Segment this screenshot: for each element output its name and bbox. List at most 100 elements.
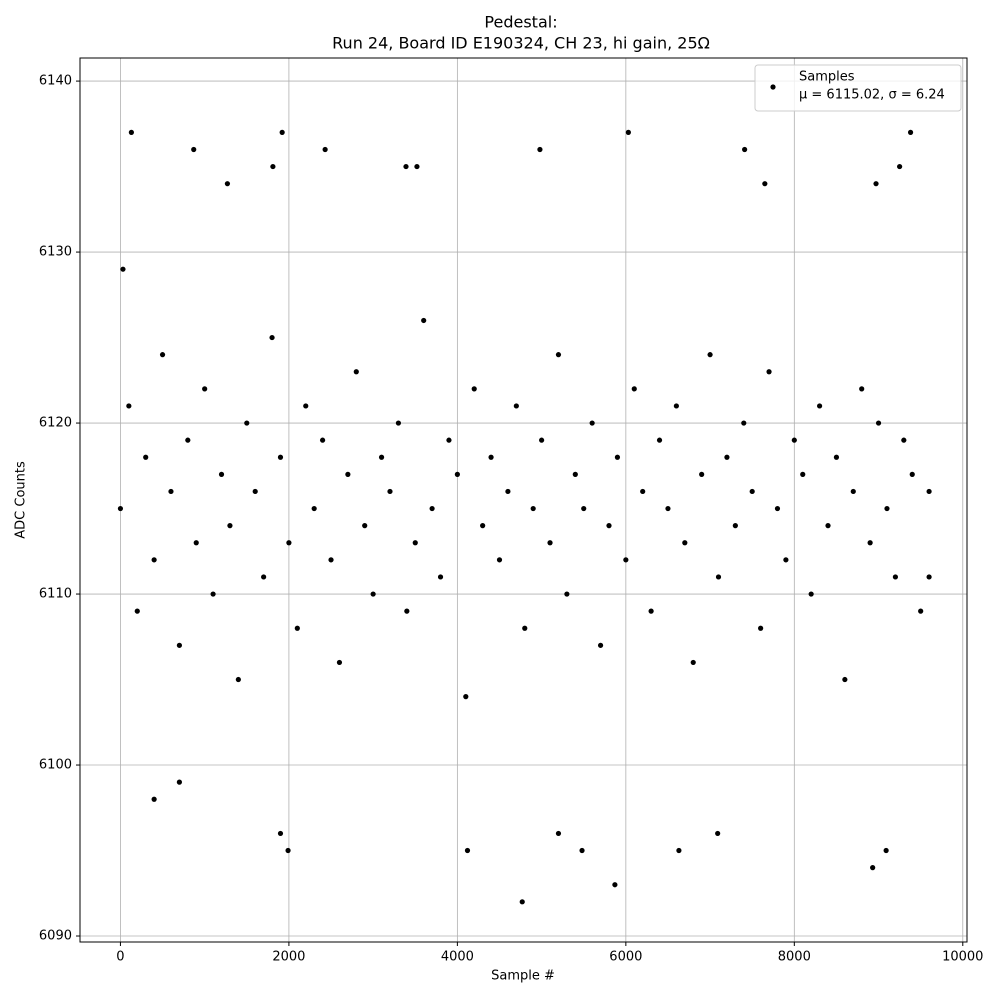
point (294, 625, 300, 631)
point (625, 129, 631, 135)
point (907, 129, 914, 135)
point (378, 454, 385, 460)
point (522, 625, 528, 631)
point (749, 488, 755, 495)
point (572, 471, 578, 477)
point (191, 146, 197, 153)
point (699, 471, 705, 477)
point (488, 454, 494, 460)
point (126, 403, 132, 409)
point (597, 642, 604, 648)
point (606, 523, 612, 529)
point (143, 454, 149, 460)
point (279, 129, 285, 135)
point (783, 557, 789, 563)
point (766, 369, 772, 375)
plot-area: 0 2000 4000 6000 8000 10000 6090 6100 6110 6120 61… (39, 57, 983, 965)
point (446, 437, 452, 443)
point (926, 488, 932, 495)
point (319, 437, 326, 443)
point (581, 505, 587, 512)
legend: Samples μ = 6115.02, σ = 6.24 (754, 64, 962, 112)
point (303, 403, 309, 409)
point (612, 882, 618, 888)
point (724, 454, 730, 460)
point (345, 471, 351, 477)
point (471, 386, 477, 392)
point (395, 420, 402, 426)
point (261, 574, 267, 580)
point (336, 659, 343, 666)
point (873, 181, 879, 187)
point (732, 523, 738, 529)
point (555, 830, 562, 837)
point (758, 625, 764, 631)
y-tick-label: 6100 (39, 758, 72, 773)
point (286, 540, 292, 546)
point (429, 505, 435, 512)
point (285, 847, 291, 854)
y-tick-label: 6120 (39, 416, 72, 431)
point (270, 163, 276, 170)
point (387, 488, 393, 495)
point (210, 591, 216, 597)
point (159, 352, 166, 358)
legend-label: Samples (799, 70, 855, 85)
point (151, 557, 157, 563)
legend-annotation: μ = 6115.02, σ = 6.24 (799, 88, 945, 103)
point (252, 488, 258, 495)
point (151, 796, 157, 802)
point (193, 540, 199, 546)
x-axis-label: Sample # (491, 969, 555, 984)
point (918, 608, 924, 614)
point (656, 437, 663, 443)
point (120, 266, 126, 272)
point (218, 471, 225, 477)
point (867, 540, 873, 546)
point (414, 163, 420, 170)
point (128, 129, 134, 135)
point (884, 505, 890, 512)
point (202, 386, 208, 392)
y-tick-label: 6110 (39, 587, 72, 602)
axes-frame (79, 57, 968, 943)
point (463, 694, 469, 700)
point (530, 505, 536, 512)
point (715, 574, 722, 580)
point (791, 437, 797, 443)
point (362, 523, 368, 529)
y-tick-label: 6090 (39, 929, 72, 944)
x-tick-label: 2000 (272, 950, 305, 965)
point (269, 334, 275, 341)
point (176, 779, 182, 785)
point (800, 471, 806, 477)
point (311, 505, 317, 512)
point (707, 352, 713, 358)
chart-title: Pedestal: (484, 13, 557, 32)
point (176, 642, 182, 648)
x-tick-label: 10000 (942, 950, 983, 965)
point (774, 505, 781, 512)
point (564, 591, 570, 597)
point (421, 317, 427, 324)
point (454, 471, 460, 477)
legend-marker (770, 84, 776, 90)
point (513, 403, 519, 409)
legend-box (754, 64, 962, 112)
point (842, 676, 848, 683)
point (328, 557, 334, 563)
y-axis-label: ADC Counts (14, 461, 29, 539)
point (353, 369, 359, 375)
point (464, 847, 471, 854)
x-tick-label: 8000 (778, 950, 811, 965)
point (403, 163, 409, 170)
point (875, 420, 882, 426)
point (134, 608, 140, 614)
point (676, 847, 682, 854)
point (168, 488, 174, 495)
point (833, 454, 840, 460)
point (897, 163, 903, 170)
x-tick-label: 6000 (609, 950, 642, 965)
point (682, 540, 688, 546)
